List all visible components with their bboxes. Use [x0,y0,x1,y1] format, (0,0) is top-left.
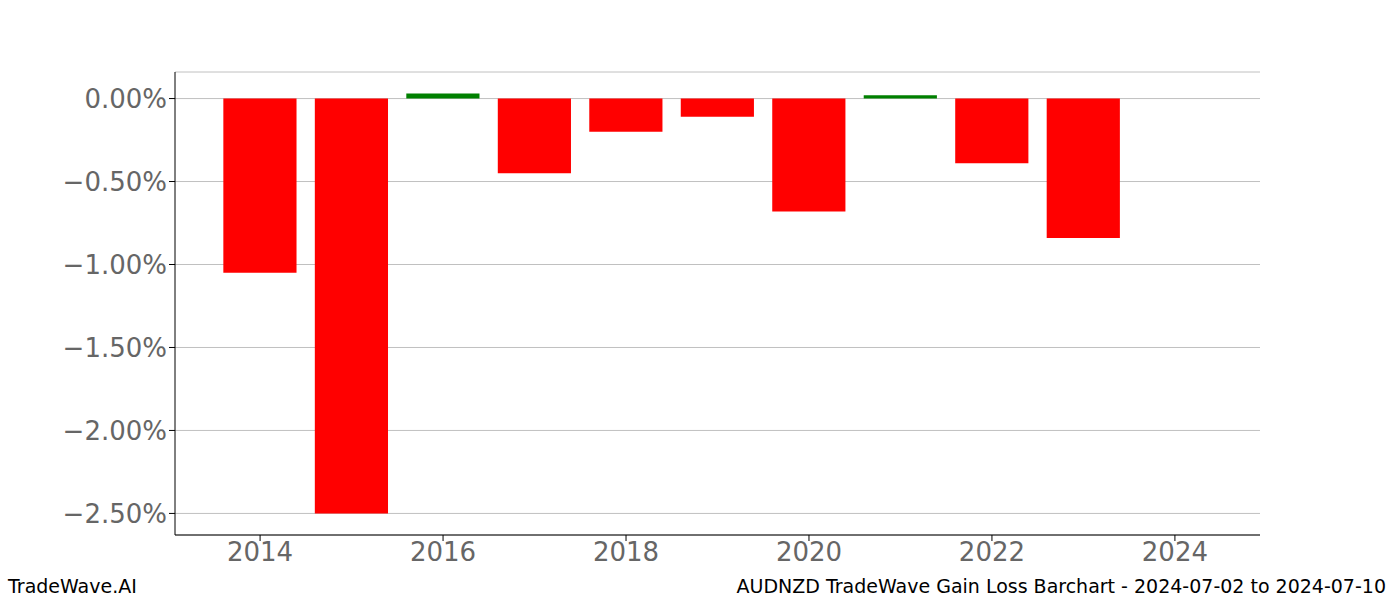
svg-text:−0.50%: −0.50% [63,167,167,197]
html-text:TradeWave.AI: TradeWave.AI [8,575,137,597]
svg-text:2014: 2014 [227,537,293,567]
svg-text:−2.00%: −2.00% [63,416,167,446]
svg-text:−1.50%: −1.50% [63,333,167,363]
svg-text:0.00%: 0.00% [84,84,167,114]
svg-text:2018: 2018 [593,537,659,567]
svg-text:2022: 2022 [959,537,1025,567]
svg-text:2016: 2016 [410,537,476,567]
svg-text:2024: 2024 [1142,537,1208,567]
svg-text:−1.00%: −1.00% [63,250,167,280]
svg-text:−2.50%: −2.50% [63,499,167,529]
html-text:AUDNZD TradeWave Gain Loss Bar: AUDNZD TradeWave Gain Loss Barchart - 20… [736,575,1386,597]
svg-text:2020: 2020 [776,537,842,567]
